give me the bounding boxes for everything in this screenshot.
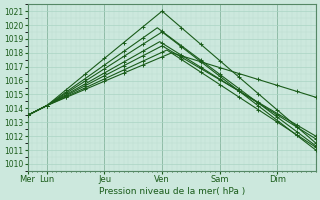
X-axis label: Pression niveau de la mer( hPa ): Pression niveau de la mer( hPa ) (99, 187, 245, 196)
